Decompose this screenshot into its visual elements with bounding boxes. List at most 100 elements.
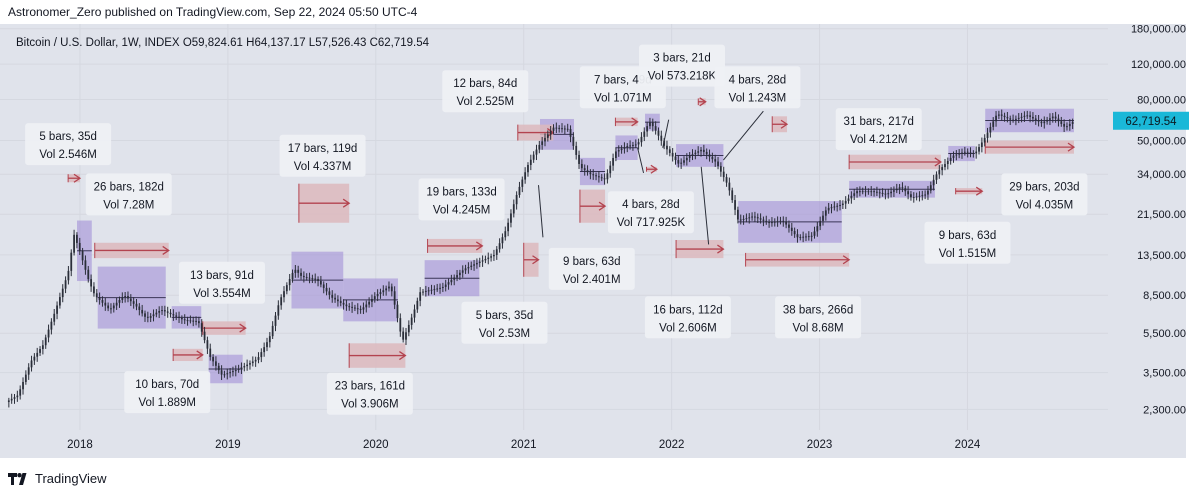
date-price-range-box [208,354,243,384]
annotation-bars-days: 7 bars, 49d [594,74,652,86]
candle-body [830,207,833,209]
range-annotation: 31 bars, 217d Vol 4.212M [835,108,922,151]
ohlc-o-key: O [183,37,192,49]
candle-body [836,205,839,207]
candle-body [368,301,371,305]
candle-body [529,159,532,165]
candle-body [456,275,458,278]
candle-body [129,298,132,302]
symbol-legend: Bitcoin / U.S. Dollar, 1W, INDEX O59,824… [16,37,430,49]
price-candle [597,171,600,183]
price-candle [572,132,575,150]
price-candle [529,154,532,171]
candle-body [467,267,470,269]
candle-body [461,270,464,273]
price-candle [1023,111,1026,122]
candle-body [566,128,569,130]
candle-body [95,293,98,298]
candle-body [7,400,10,403]
range-annotation: 17 bars, 119d Vol 4.337M [279,134,366,177]
candle-body [388,286,390,289]
price-candle [490,253,492,262]
price-candle [1063,119,1066,132]
candle-body [731,190,734,201]
candle-body [728,182,731,191]
candle-body [348,306,351,308]
candle-body [597,176,600,178]
candle-body [632,144,634,146]
candle-body [1023,115,1026,117]
range-arrow-head [342,198,351,208]
price-candle [444,279,447,292]
price-candle [422,288,424,296]
annotation-bars-days: 19 bars, 133d [426,186,496,198]
price-candle [680,158,683,169]
candle-body [918,195,921,197]
price-candle [819,216,822,231]
price-candle [19,385,22,400]
annotation-bg [418,178,505,221]
y-axis[interactable]: 180,000.00 120,000.00 80,000.00 50,000.00 34… [1113,24,1189,417]
candle-body [742,218,745,220]
candle-body [450,279,453,283]
x-tick-label: 2018 [67,439,93,451]
price-candle [915,192,918,201]
candle-body [337,299,339,302]
price-candle [507,218,510,237]
price-candle [334,293,336,303]
price-candle [612,153,614,171]
x-axis[interactable]: 2018 2019 2020 2021 2022 2023 2024 [67,439,981,451]
annotation-bars-days: 10 bars, 70d [135,379,199,391]
price-candle [254,356,257,367]
candle-body [595,175,597,177]
price-candle [263,342,266,357]
price-candle [538,140,541,154]
price-candle [155,309,158,318]
candle-body [365,304,368,308]
candle-body [561,128,563,130]
candle-body [997,114,1000,116]
price-candle [586,165,589,176]
candle-body [30,360,33,368]
x-tick-label: 2024 [955,439,981,451]
x-tick-label: 2022 [659,439,685,451]
price-candle [884,189,887,200]
price-candle [495,246,498,260]
candle-body [305,277,308,279]
price-candle [251,356,254,367]
candle-body [297,269,300,273]
candle-body [771,222,773,224]
candle-body [1020,116,1023,118]
annotation-volume: Vol 573.218K [648,71,717,83]
candle-body [901,187,904,189]
price-candle [36,347,39,362]
candle-body [319,281,322,285]
candle-body [115,302,118,306]
price-candle [322,281,325,294]
price-candle [308,272,311,284]
candle-body [666,145,668,150]
range-annotation: 13 bars, 91d Vol 3.554M [178,261,265,304]
price-candle [319,275,322,288]
candle-body [788,224,790,228]
candle-body [1068,123,1071,127]
candle-body [203,331,206,341]
price-candle [175,312,178,321]
candle-body [328,291,331,295]
candle-body [1040,121,1043,124]
annotation-volume: Vol 4.212M [850,134,908,146]
candle-body [209,348,212,357]
range-arrow-head [631,117,639,127]
annotation-connector [637,147,645,174]
date-range-arrow [67,173,82,183]
price-candle [629,140,631,150]
y-tick-label: 50,000.00 [1137,136,1186,148]
price-candle [847,194,850,204]
candle-body [422,291,424,293]
price-candle [345,299,348,311]
candle-body [155,312,158,315]
price-candle [405,327,407,345]
annotation-bars-days: 5 bars, 35d [39,131,97,143]
price-candle [470,261,473,271]
